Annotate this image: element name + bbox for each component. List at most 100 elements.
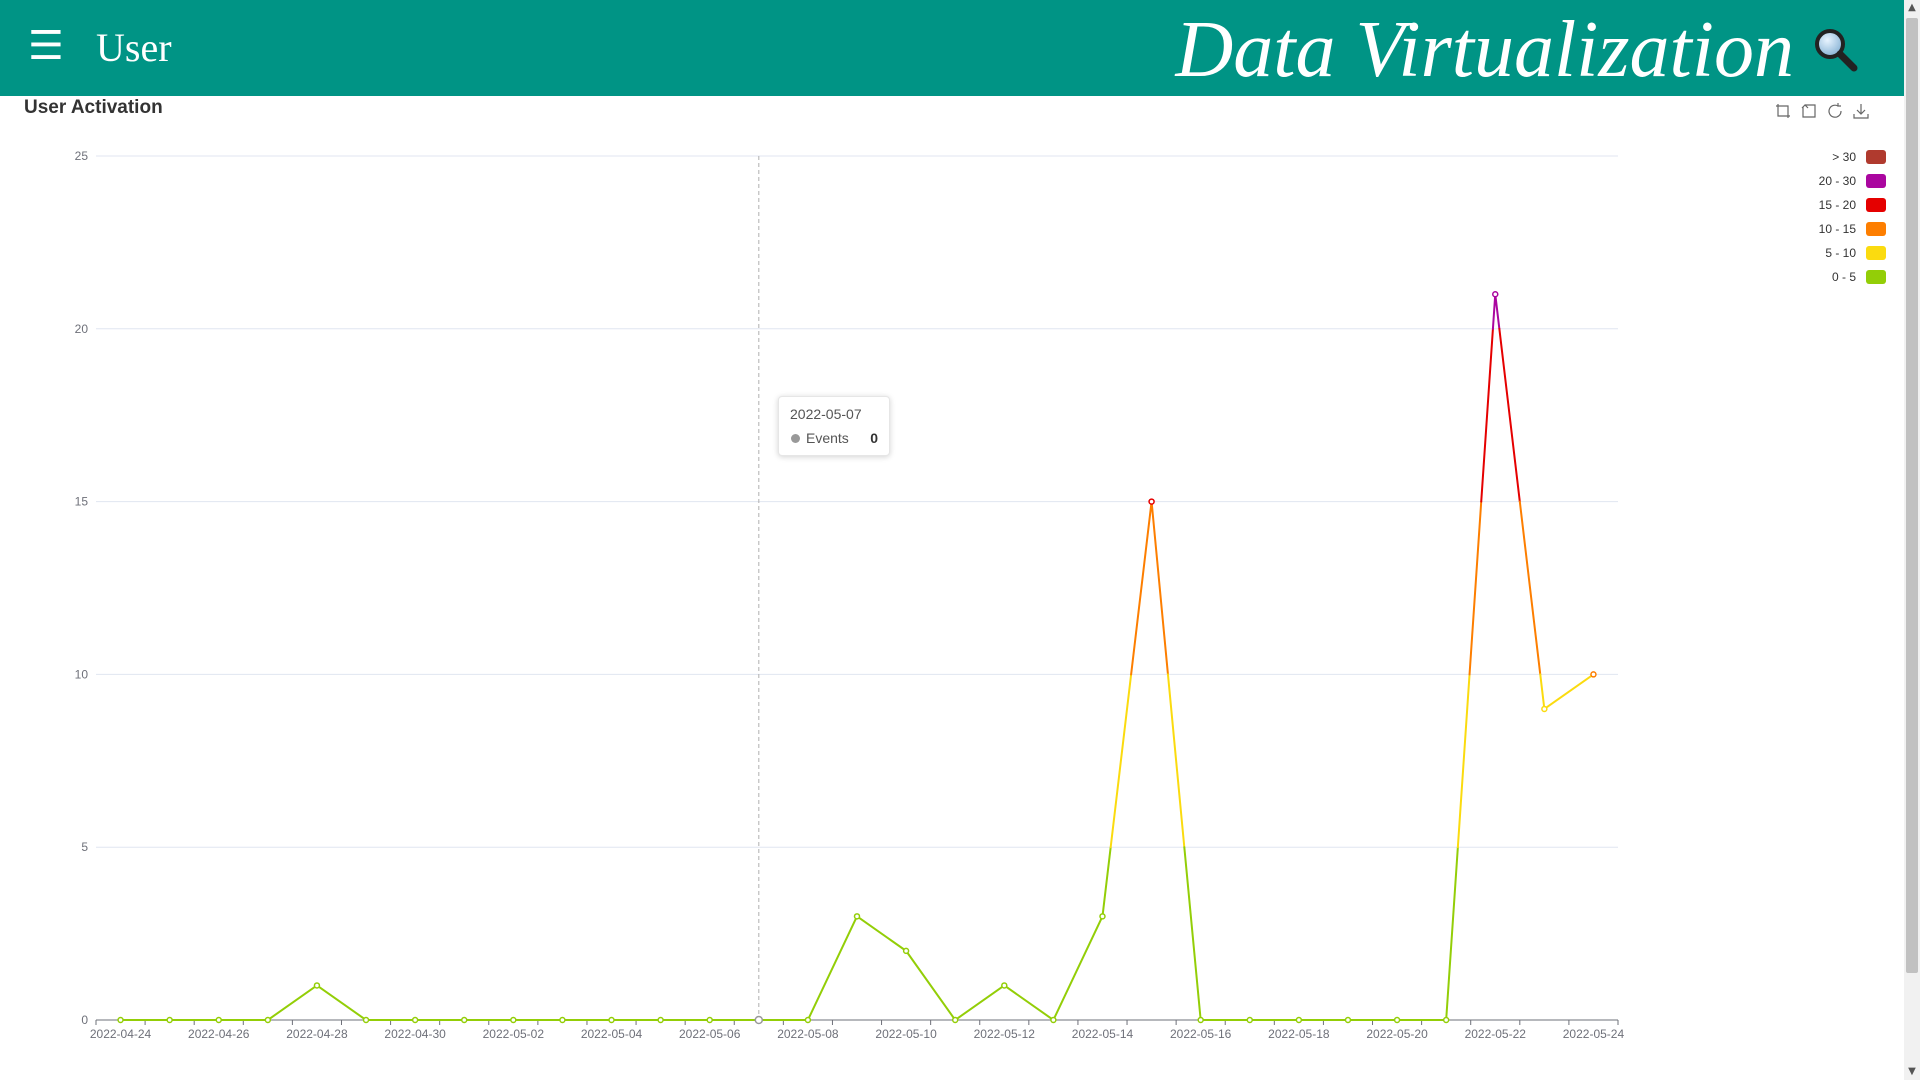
- series-line-segment: [1491, 293, 1497, 330]
- series-line-segment: [1109, 673, 1133, 849]
- zoom-icon[interactable]: [1774, 102, 1792, 120]
- x-tick-label: 2022-04-30: [384, 1027, 446, 1041]
- menu-icon[interactable]: ☰: [28, 23, 64, 69]
- series-line-segment: [1166, 673, 1186, 849]
- series-line-segment: [954, 984, 1006, 1021]
- x-tick-label: 2022-05-24: [1563, 1027, 1625, 1041]
- data-point: [1001, 982, 1008, 989]
- scroll-thumb[interactable]: [1906, 18, 1918, 973]
- data-point: [1344, 1016, 1352, 1024]
- data-point: [902, 947, 910, 955]
- series-line-segment: [1480, 327, 1494, 503]
- x-tick-label: 2022-04-28: [286, 1027, 348, 1041]
- page-title: User: [96, 25, 172, 70]
- y-tick-label: 10: [75, 667, 89, 681]
- x-tick-label: 2022-05-06: [679, 1027, 741, 1041]
- legend-swatch: [1866, 222, 1886, 236]
- data-point: [411, 1016, 419, 1024]
- app-header: ☰ User Data Virtualization: [0, 0, 1904, 96]
- data-point: [313, 982, 321, 989]
- y-tick-label: 5: [81, 840, 88, 854]
- data-point: [706, 1016, 713, 1024]
- series-line-segment: [1543, 673, 1595, 710]
- x-tick-label: 2022-05-04: [581, 1027, 643, 1041]
- data-point: [1050, 1016, 1057, 1024]
- legend-label: 5 - 10: [1825, 246, 1856, 260]
- series-line-segment: [1150, 500, 1169, 676]
- scroll-up-icon[interactable]: ▲: [1908, 2, 1916, 13]
- x-tick-label: 2022-05-14: [1072, 1027, 1134, 1041]
- series-line-segment: [1101, 846, 1112, 918]
- series-line-segment: [806, 915, 858, 1021]
- chart-toolbox: [1774, 102, 1870, 120]
- x-tick-label: 2022-05-12: [974, 1027, 1036, 1041]
- data-point: [853, 913, 861, 920]
- series-line-segment: [1518, 500, 1542, 676]
- data-point: [1590, 671, 1597, 678]
- data-point: [1541, 705, 1548, 713]
- scroll-down-icon[interactable]: ▼: [1908, 1066, 1916, 1077]
- x-tick-label: 2022-04-24: [90, 1027, 152, 1041]
- search-icon[interactable]: [1812, 26, 1860, 74]
- zoom-reset-icon[interactable]: [1800, 102, 1818, 120]
- y-tick-label: 15: [75, 495, 89, 509]
- y-tick-label: 20: [75, 322, 89, 336]
- x-tick-label: 2022-05-02: [483, 1027, 545, 1041]
- data-point: [657, 1016, 664, 1024]
- legend-swatch: [1866, 270, 1886, 284]
- y-tick-label: 0: [81, 1013, 88, 1027]
- series-line-segment: [315, 984, 368, 1021]
- vertical-scrollbar[interactable]: ▲ ▼: [1904, 0, 1920, 1080]
- series-line-segment: [1468, 500, 1483, 676]
- legend-swatch: [1866, 246, 1886, 260]
- legend-label: 15 - 20: [1819, 198, 1857, 212]
- x-tick-label: 2022-05-22: [1465, 1027, 1527, 1041]
- series-line-segment: [905, 949, 957, 1021]
- data-point: [951, 1016, 959, 1024]
- series-line-segment: [1130, 500, 1153, 676]
- data-point: [166, 1016, 173, 1024]
- data-point: [1099, 913, 1106, 920]
- data-point: [1442, 1016, 1450, 1024]
- data-point: [215, 1016, 222, 1024]
- data-point: [608, 1016, 615, 1024]
- x-tick-label: 2022-05-20: [1366, 1027, 1428, 1041]
- line-chart[interactable]: 0 5 10 15 20 25 2022-04-24 2022-04-26 2022-04-28…: [0, 96, 1904, 1080]
- series-line-segment: [1456, 673, 1471, 849]
- series-line-segment: [1445, 846, 1459, 1021]
- series-line-segment: [1498, 327, 1521, 503]
- legend-label: 10 - 15: [1819, 222, 1857, 236]
- tooltip-series-name: Events: [806, 430, 849, 446]
- data-point: [559, 1016, 566, 1024]
- legend-label: > 30: [1832, 150, 1856, 164]
- restore-icon[interactable]: [1826, 102, 1844, 120]
- data-point: [460, 1016, 468, 1024]
- x-tick-label: 2022-04-26: [188, 1027, 250, 1041]
- data-point: [510, 1016, 517, 1024]
- series-line-segment: [856, 915, 908, 952]
- series-line-segment: [1494, 293, 1501, 330]
- data-point: [1393, 1016, 1401, 1024]
- tooltip-value: 0: [870, 430, 878, 446]
- brand-logo-text: Data Virtualization: [1175, 6, 1794, 94]
- series-line-segment: [1183, 846, 1202, 1021]
- data-point: [1197, 1016, 1204, 1024]
- chart-title: User Activation: [24, 97, 163, 118]
- data-point: [754, 1015, 764, 1025]
- x-tick-label: 2022-05-18: [1268, 1027, 1330, 1041]
- legend-swatch: [1866, 174, 1886, 188]
- data-point: [264, 1016, 272, 1024]
- legend-label: 0 - 5: [1832, 270, 1856, 284]
- x-tick-label: 2022-05-16: [1170, 1027, 1232, 1041]
- tooltip-date: 2022-05-07: [790, 406, 862, 422]
- data-point: [1492, 290, 1499, 298]
- y-tick-label: 25: [75, 149, 89, 163]
- data-point: [1295, 1016, 1303, 1024]
- series-line-segment: [266, 984, 318, 1021]
- data-point: [362, 1016, 370, 1024]
- download-icon[interactable]: [1852, 102, 1870, 120]
- tooltip-series-dot: [791, 434, 800, 443]
- x-tick-label: 2022-05-08: [777, 1027, 839, 1041]
- legend-swatch: [1866, 150, 1886, 164]
- data-point: [117, 1016, 124, 1024]
